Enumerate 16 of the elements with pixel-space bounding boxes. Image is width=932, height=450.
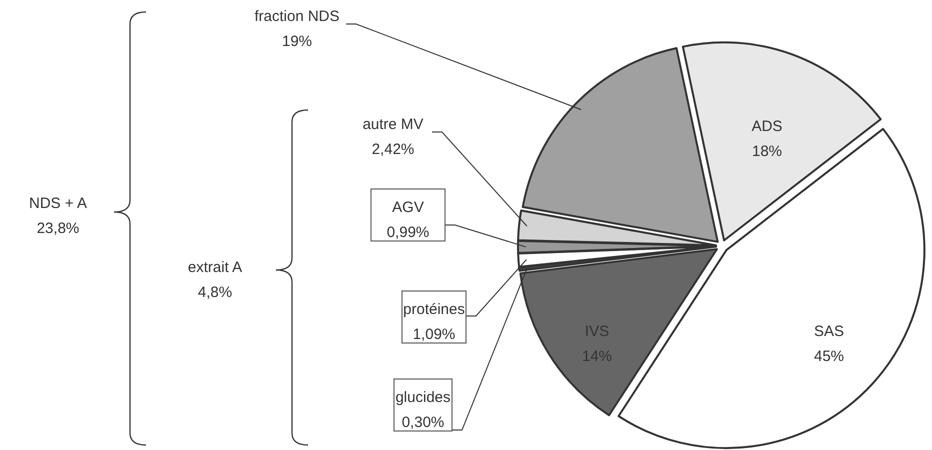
slice-label: SAS [814, 323, 844, 340]
data-label: 45% [814, 348, 844, 365]
text: extrait A 4,8% [188, 259, 242, 301]
slice-label: fraction NDS [254, 8, 340, 25]
slice-label: AGV [392, 199, 424, 216]
data-label: 1,09% [412, 326, 456, 343]
data-label: 18% [752, 143, 782, 160]
slice-label: ADS [752, 118, 782, 135]
data-label: 2,42% [372, 141, 414, 158]
slice-label: autre MV [362, 116, 424, 133]
data-label: 0,30% [402, 414, 444, 431]
slice-label: protéines [403, 301, 465, 318]
text: NDS + A 23,8% [29, 195, 87, 237]
slice-label: glucides [395, 389, 451, 406]
data-label: 0,99% [386, 224, 430, 241]
data-label: 19% [282, 33, 312, 50]
